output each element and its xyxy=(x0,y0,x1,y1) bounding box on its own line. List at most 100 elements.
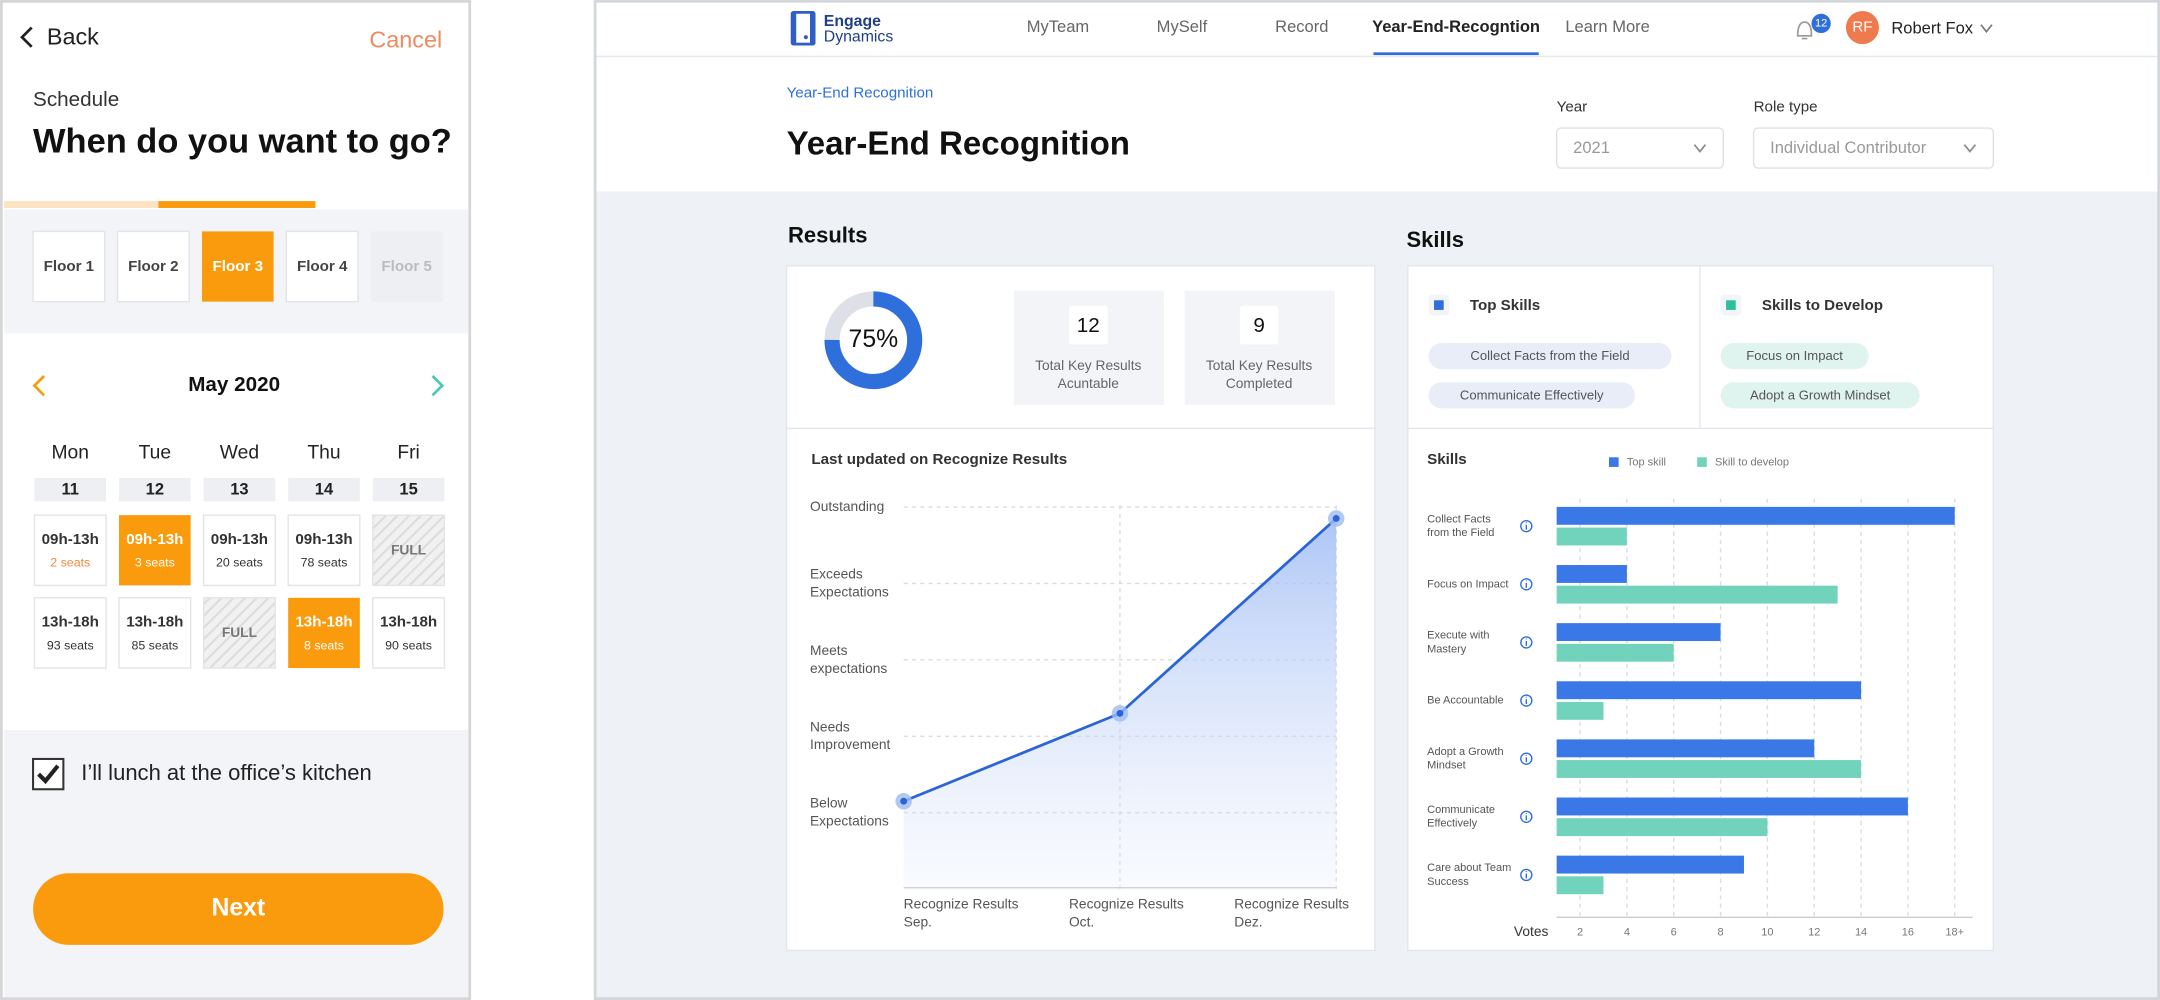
slot-seats[interactable]: 90 seats xyxy=(385,638,432,652)
info-icon[interactable] xyxy=(1520,694,1533,707)
day-date: 12 xyxy=(146,480,164,499)
slot-seats[interactable]: 20 seats xyxy=(216,556,263,570)
slot-time[interactable]: 09h-13h xyxy=(211,531,268,548)
y-tick-label: Execute with Mastery xyxy=(1427,629,1489,655)
info-icon[interactable] xyxy=(1520,868,1533,882)
info-icon[interactable] xyxy=(1520,810,1533,824)
legend-label: Top skill xyxy=(1627,457,1666,469)
donut-label: 75% xyxy=(849,326,899,353)
avatar-initials: RF xyxy=(1852,19,1872,36)
floor-label[interactable]: Floor 1 xyxy=(44,258,94,275)
user-name[interactable]: Robert Fox xyxy=(1891,18,1973,37)
slot-time[interactable]: 13h-18h xyxy=(380,614,437,631)
checkbox[interactable] xyxy=(32,757,65,791)
nav-item[interactable]: Year-End-Recogntion xyxy=(1372,17,1540,36)
time-slot[interactable] xyxy=(33,597,107,669)
bell-icon[interactable] xyxy=(1796,21,1813,40)
next-button[interactable] xyxy=(33,873,444,945)
info-icon[interactable] xyxy=(1520,752,1533,765)
legend-label: Skill to develop xyxy=(1715,457,1789,469)
slot-time[interactable]: 13h-18h xyxy=(126,614,183,631)
bar xyxy=(1556,506,1955,525)
day-date: 11 xyxy=(62,480,79,499)
slot-time[interactable]: 09h-13h xyxy=(42,531,99,548)
nav-item[interactable]: Learn More xyxy=(1565,17,1649,36)
user-menu-chevron[interactable] xyxy=(1980,24,1993,34)
prev-month[interactable] xyxy=(32,375,46,397)
time-slot[interactable] xyxy=(288,597,360,669)
filter-select[interactable] xyxy=(1555,127,1725,169)
info-icon[interactable] xyxy=(1520,636,1533,649)
filter-select[interactable] xyxy=(1752,127,1995,169)
floor-label[interactable]: Floor 4 xyxy=(297,258,348,275)
back-icon[interactable] xyxy=(20,26,33,48)
floor-label: Floor 5 xyxy=(381,258,431,275)
filter-label: Year xyxy=(1557,98,1588,115)
time-slot xyxy=(372,514,446,587)
filter-value[interactable]: Individual Contributor xyxy=(1770,138,1927,157)
checkbox-label: I’ll lunch at the office’s kitchen xyxy=(81,760,371,785)
slot-time[interactable]: 13h-18h xyxy=(295,614,352,631)
day-name: Fri xyxy=(397,442,419,463)
time-slot[interactable] xyxy=(118,597,192,669)
skill-tag[interactable] xyxy=(1720,342,1869,370)
floor-tab xyxy=(370,231,443,302)
floor-label[interactable]: Floor 2 xyxy=(128,258,178,275)
slot-time[interactable]: 09h-13h xyxy=(295,531,352,548)
time-slot[interactable] xyxy=(33,514,107,587)
progress-track xyxy=(4,201,159,208)
point xyxy=(1116,709,1124,717)
skill-tag-label[interactable]: Collect Facts from the Field xyxy=(1470,348,1629,363)
y-tick-label: Meets expectations xyxy=(810,643,887,676)
skill-tag-label[interactable]: Focus on Impact xyxy=(1746,348,1843,363)
bar xyxy=(1556,760,1862,778)
info-icon[interactable] xyxy=(1520,519,1533,533)
kpi-value-box xyxy=(1239,305,1279,345)
floor-tab[interactable] xyxy=(32,230,106,303)
breadcrumb[interactable]: Year-End Recognition xyxy=(787,85,934,102)
y-tick-label: Adopt a Growth Mindset xyxy=(1427,746,1503,772)
slot-seats[interactable]: 78 seats xyxy=(301,556,348,570)
skill-tag-label[interactable]: Communicate Effectively xyxy=(1460,387,1604,402)
floor-tab[interactable] xyxy=(285,230,359,303)
nav-item[interactable]: MySelf xyxy=(1157,17,1208,36)
day-date: 15 xyxy=(399,480,417,499)
x-tick-label: 18+ xyxy=(1945,926,1964,938)
avatar[interactable] xyxy=(1845,11,1879,45)
skill-tag[interactable] xyxy=(1428,342,1672,370)
nav-item[interactable]: MyTeam xyxy=(1027,17,1089,36)
floor-label[interactable]: Floor 3 xyxy=(213,258,263,275)
time-slot[interactable] xyxy=(119,515,191,586)
slot-time[interactable]: 13h-18h xyxy=(42,614,99,631)
filter-value[interactable]: 2021 xyxy=(1573,138,1610,157)
slot-seats[interactable]: 93 seats xyxy=(47,638,94,652)
skill-tag[interactable] xyxy=(1428,382,1636,409)
y-tick-label: Collect Facts from the Field xyxy=(1427,513,1494,539)
cancel-button[interactable]: Cancel xyxy=(369,27,442,53)
info-icon[interactable] xyxy=(1520,578,1533,591)
chart-title: Last updated on Recognize Results xyxy=(811,451,1067,468)
slot-time[interactable]: 09h-13h xyxy=(126,531,183,548)
y-tick-label: Below Expectations xyxy=(810,795,889,828)
slot-seats[interactable]: 2 seats xyxy=(50,556,90,570)
time-slot[interactable] xyxy=(287,514,361,587)
next-month[interactable] xyxy=(431,375,445,397)
skill-tag-label[interactable]: Adopt a Growth Mindset xyxy=(1750,387,1891,402)
back-button[interactable]: Back xyxy=(47,24,99,50)
filter-label: Role type xyxy=(1754,98,1818,115)
day-name: Mon xyxy=(52,442,89,463)
floor-tab[interactable] xyxy=(201,231,274,302)
skill-tag[interactable] xyxy=(1720,382,1920,409)
time-slot[interactable] xyxy=(372,597,446,669)
slot-seats[interactable]: 3 seats xyxy=(135,556,175,570)
chart-title: Skills xyxy=(1427,451,1467,468)
slot-seats[interactable]: 85 seats xyxy=(131,638,178,652)
floor-tab[interactable] xyxy=(116,230,190,303)
slot-seats[interactable]: 8 seats xyxy=(304,638,344,652)
group-icon-dot xyxy=(1434,300,1444,310)
nav-item[interactable]: Record xyxy=(1275,17,1328,36)
time-slot[interactable] xyxy=(202,514,276,587)
x-tick-label: 2 xyxy=(1577,926,1583,938)
date-cell xyxy=(288,477,360,502)
next-label[interactable]: Next xyxy=(211,895,265,922)
